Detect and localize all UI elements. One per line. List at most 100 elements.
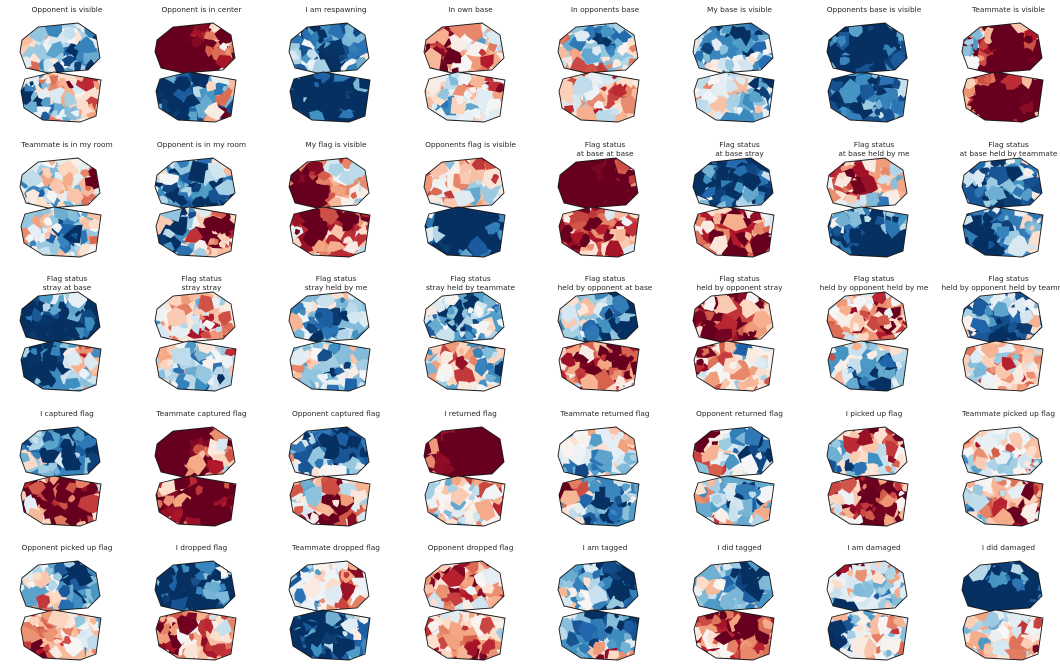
heatmap-patches bbox=[13, 152, 105, 215]
patch-map bbox=[538, 269, 672, 403]
heatmap-patches bbox=[555, 202, 645, 264]
patch-map bbox=[269, 0, 403, 134]
panel: Flag status held by opponent held by tea… bbox=[942, 269, 1060, 403]
patch-map bbox=[538, 135, 672, 269]
panel: I returned flag bbox=[404, 404, 538, 538]
heatmap-patches bbox=[417, 199, 511, 264]
panel: My flag is visible bbox=[269, 135, 403, 269]
panel: Opponents flag is visible bbox=[404, 135, 538, 269]
panel: I am tagged bbox=[538, 538, 672, 672]
patch-map bbox=[269, 404, 403, 538]
panel: Opponents base is visible bbox=[807, 0, 941, 134]
panel: I did tagged bbox=[673, 538, 807, 672]
patch-map bbox=[807, 538, 941, 672]
panel: I did damaged bbox=[942, 538, 1060, 672]
panel: I captured flag bbox=[0, 404, 134, 538]
heatmap-patches bbox=[146, 151, 241, 214]
patch-map bbox=[673, 135, 807, 269]
panel: Flag status held by opponent stray bbox=[673, 269, 807, 403]
heatmap-patches bbox=[819, 552, 913, 619]
patch-map bbox=[942, 135, 1060, 269]
panel: Teammate picked up flag bbox=[942, 404, 1060, 538]
heatmap-patches bbox=[555, 468, 647, 537]
heatmap-patches bbox=[817, 468, 912, 535]
patch-map bbox=[807, 135, 941, 269]
heatmap-patches bbox=[683, 417, 785, 484]
patch-map bbox=[135, 404, 269, 538]
heatmap-patches bbox=[816, 150, 913, 214]
heatmap-patches bbox=[821, 19, 915, 80]
heatmap-patches bbox=[283, 282, 375, 347]
heatmap-patches bbox=[148, 603, 246, 664]
patch-map bbox=[673, 404, 807, 538]
heatmap-patches bbox=[956, 335, 1050, 401]
patch-map bbox=[269, 269, 403, 403]
patch-map bbox=[269, 135, 403, 269]
panel: Teammate is visible bbox=[942, 0, 1060, 134]
heatmap-patches bbox=[687, 148, 783, 215]
panel: I dropped flag bbox=[135, 538, 269, 672]
patch-map bbox=[673, 0, 807, 134]
heatmap-patches bbox=[13, 415, 106, 482]
panel: In own base bbox=[404, 0, 538, 134]
patch-map bbox=[538, 0, 672, 134]
patch-map bbox=[538, 404, 672, 538]
patch-map bbox=[673, 269, 807, 403]
patch-map bbox=[0, 269, 134, 403]
patch-map bbox=[942, 0, 1060, 134]
heatmap-patches bbox=[286, 197, 380, 268]
patch-map bbox=[942, 404, 1060, 538]
patch-map bbox=[404, 135, 538, 269]
heatmap-patches bbox=[955, 282, 1045, 351]
panel: Opponent picked up flag bbox=[0, 538, 134, 672]
heatmap-patches bbox=[10, 14, 106, 79]
heatmap-patches bbox=[415, 419, 513, 486]
patch-map bbox=[942, 538, 1060, 672]
panel: Teammate dropped flag bbox=[269, 538, 403, 672]
heatmap-patches bbox=[686, 286, 781, 351]
heatmap-patches bbox=[416, 604, 516, 668]
heatmap-patches bbox=[553, 602, 646, 670]
panel: Opponent returned flag bbox=[673, 404, 807, 538]
patch-map bbox=[0, 404, 134, 538]
panel: Flag status stray at base bbox=[0, 269, 134, 403]
panel: Teammate is in my room bbox=[0, 135, 134, 269]
patch-map bbox=[135, 538, 269, 672]
heatmap-patches bbox=[417, 332, 512, 399]
patch-map bbox=[404, 269, 538, 403]
patch-map bbox=[135, 135, 269, 269]
panel: Opponent is in center bbox=[135, 0, 269, 134]
heatmap-patches bbox=[284, 335, 377, 401]
panel: Flag status held by opponent held by me bbox=[807, 269, 941, 403]
panel: Flag status stray held by me bbox=[269, 269, 403, 403]
panel: Opponent dropped flag bbox=[404, 538, 538, 672]
patch-map bbox=[807, 404, 941, 538]
panel: I am damaged bbox=[807, 538, 941, 672]
patch-map bbox=[807, 269, 941, 403]
patch-map bbox=[135, 269, 269, 403]
panel: Flag status stray stray bbox=[135, 269, 269, 403]
panel: Flag status at base at base bbox=[538, 135, 672, 269]
heatmap-patches bbox=[954, 66, 1051, 132]
panel: My base is visible bbox=[673, 0, 807, 134]
heatmap-patches bbox=[687, 197, 782, 265]
panel: Flag status held by opponent at base bbox=[538, 269, 672, 403]
patch-map bbox=[404, 404, 538, 538]
heatmap-patches bbox=[287, 152, 379, 218]
panel: Flag status at base held by me bbox=[807, 135, 941, 269]
heatmap-patches bbox=[821, 65, 913, 130]
panel: Opponent is visible bbox=[0, 0, 134, 134]
panel: Flag status at base stray bbox=[673, 135, 807, 269]
panel: Flag status at base held by teammate bbox=[942, 135, 1060, 269]
heatmap-patches bbox=[144, 14, 238, 82]
panel: Flag status stray held by teammate bbox=[404, 269, 538, 403]
patch-map bbox=[942, 269, 1060, 403]
patch-map bbox=[0, 538, 134, 672]
panel: Opponent is in my room bbox=[135, 135, 269, 269]
patch-map bbox=[0, 0, 134, 134]
patch-map bbox=[538, 538, 672, 672]
heatmap-patches bbox=[683, 335, 779, 400]
heatmap-patches bbox=[284, 416, 378, 487]
patch-map bbox=[135, 0, 269, 134]
